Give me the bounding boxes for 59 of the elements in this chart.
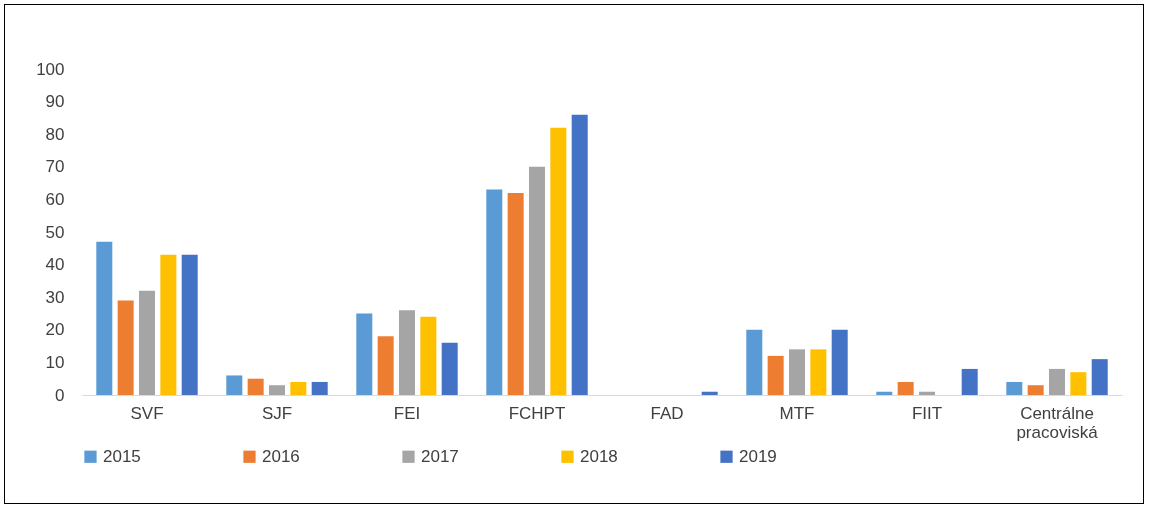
- bar: [268, 385, 286, 395]
- bar: [810, 349, 827, 395]
- bar: [441, 342, 458, 395]
- bar: [117, 300, 134, 395]
- legend-label: 2019: [739, 446, 777, 466]
- bar: [181, 254, 198, 395]
- bar: [290, 381, 307, 395]
- bar: [226, 375, 243, 395]
- y-tick-label: 30: [45, 287, 65, 307]
- legend-label: 2017: [421, 446, 459, 466]
- x-tick-label: SJF: [261, 403, 293, 423]
- bar: [767, 355, 784, 395]
- x-tick-label: Centrálne pracoviská: [1016, 403, 1099, 442]
- bar: [160, 254, 177, 395]
- bar: [1070, 372, 1087, 395]
- legend-label: 2018: [580, 446, 618, 466]
- x-tick-label: FEI: [393, 403, 421, 423]
- bar: [1027, 385, 1044, 395]
- bar: [311, 381, 328, 395]
- y-tick-label: 80: [45, 124, 65, 144]
- y-tick-label: 60: [45, 189, 65, 209]
- y-tick-label: 10: [45, 352, 65, 372]
- bar: [528, 166, 546, 395]
- bar: [876, 391, 893, 395]
- bar: [507, 192, 524, 395]
- legend-label: 2015: [103, 446, 141, 466]
- y-tick-label: 20: [45, 320, 65, 340]
- x-tick-label: FAD: [650, 403, 684, 423]
- y-tick-label: 40: [45, 255, 65, 275]
- x-tick-label: SVF: [130, 403, 164, 423]
- bar: [138, 290, 156, 395]
- bar: [918, 391, 936, 395]
- bar: [377, 336, 394, 395]
- bar: [961, 368, 978, 395]
- x-tick-label: FCHPT: [508, 403, 566, 423]
- y-tick-label: 50: [45, 222, 65, 242]
- bar: [247, 378, 264, 395]
- bar: [398, 310, 416, 395]
- bar: [746, 329, 763, 395]
- bar: [788, 349, 806, 395]
- bar: [701, 391, 718, 395]
- y-tick-label: 100: [36, 59, 65, 79]
- bar: [96, 241, 113, 395]
- bar: [486, 189, 503, 395]
- x-tick-label: MTF: [779, 403, 815, 423]
- bar: [550, 127, 567, 395]
- x-tick-label: FIIT: [911, 403, 943, 423]
- legend-label: 2016: [262, 446, 300, 466]
- y-tick-label: 90: [45, 92, 65, 112]
- y-tick-label: 70: [45, 157, 65, 177]
- bar: [897, 381, 914, 395]
- y-tick-label: 0: [55, 385, 65, 405]
- bar: [831, 329, 848, 395]
- bar: [571, 114, 588, 395]
- bar: [1006, 381, 1023, 395]
- bar: [1091, 359, 1108, 395]
- bar: [420, 316, 437, 395]
- bar: [356, 313, 373, 395]
- bar: [1048, 368, 1066, 395]
